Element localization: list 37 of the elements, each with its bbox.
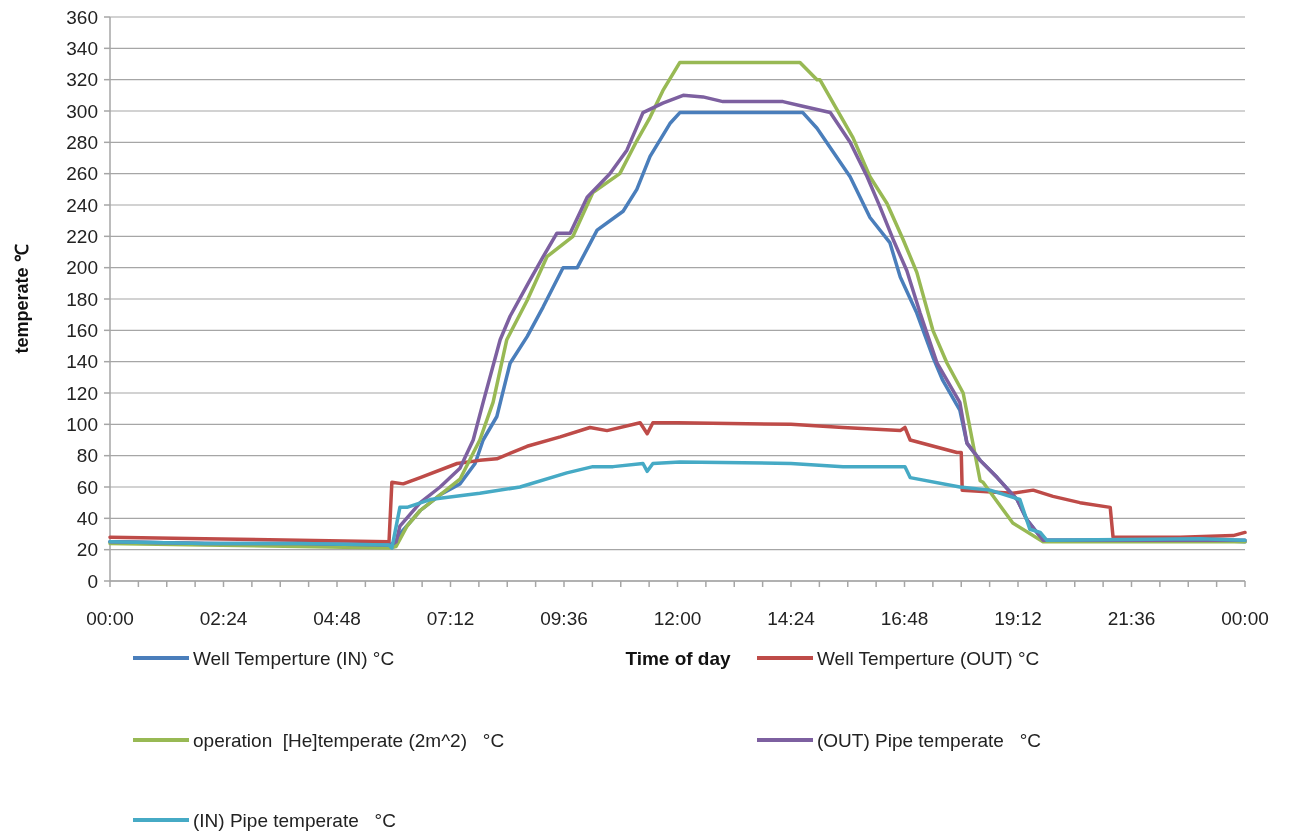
x-tick-label: 16:48 (880, 608, 929, 629)
y-tick-label: 280 (66, 131, 98, 153)
y-tick-label: 140 (66, 351, 98, 373)
y-tick-label: 0 (87, 570, 98, 592)
y-tick-label: 80 (76, 445, 98, 467)
y-tick-label: 20 (76, 539, 98, 561)
y-tick-label: 320 (66, 69, 98, 91)
y-tick-label: 40 (76, 507, 98, 529)
x-tick-label: 00:00 (1221, 608, 1269, 629)
y-axis-title: temperate ℃ (12, 244, 32, 354)
x-tick-label: 12:00 (653, 608, 702, 629)
y-tick-label: 300 (66, 100, 98, 122)
y-tick-label: 240 (66, 194, 98, 216)
x-tick-label: 00:00 (86, 608, 134, 629)
legend-label: (OUT) Pipe temperate °C (817, 729, 1042, 751)
y-tick-label: 180 (66, 288, 98, 310)
y-tick-label: 200 (66, 257, 98, 279)
y-tick-label: 360 (66, 6, 98, 28)
legend-label: Well Temperture (IN) °C (193, 647, 395, 669)
y-tick-label: 160 (66, 319, 98, 341)
x-tick-label: 07:12 (426, 608, 475, 629)
legend-label: Well Temperture (OUT) °C (817, 647, 1040, 669)
y-tick-label: 120 (66, 382, 98, 404)
y-tick-label: 260 (66, 163, 98, 185)
y-tick-label: 60 (76, 476, 98, 498)
x-tick-label: 04:48 (313, 608, 361, 629)
legend-label: operation [He]temperate (2m^2) °C (193, 729, 505, 751)
x-tick-label: 14:24 (767, 608, 816, 629)
x-axis-title: Time of day (625, 648, 732, 669)
y-tick-label: 340 (66, 37, 98, 59)
y-tick-label: 220 (66, 225, 98, 247)
x-tick-label: 21:36 (1107, 608, 1156, 629)
x-tick-label: 09:36 (540, 608, 588, 629)
x-tick-label: 19:12 (994, 608, 1042, 629)
y-tick-label: 100 (66, 413, 98, 435)
x-tick-label: 02:24 (199, 608, 248, 629)
legend-label: (IN) Pipe temperate °C (193, 809, 396, 831)
